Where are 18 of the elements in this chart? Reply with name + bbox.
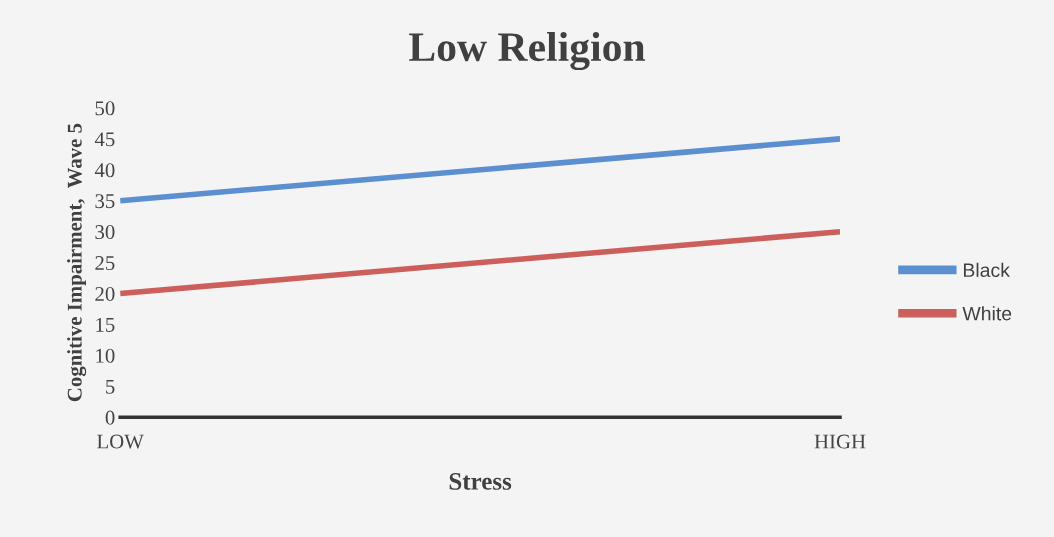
y-tick-label: 50 [95,101,115,116]
y-tick-label: 30 [95,225,115,240]
chart-title: Low Religion [409,31,646,71]
y-tick-label: 35 [95,194,115,209]
y-tick-label: 15 [96,317,115,332]
y-tick-label: 20 [95,286,115,301]
x-axis-title: Stress [449,473,512,490]
y-tick-label: 10 [96,348,115,363]
y-tick-label: 25 [95,256,115,271]
y-tick-label: 45 [94,132,115,147]
y-tick-label: 40 [94,163,115,178]
x-tick-label: HIGH [814,434,866,449]
legend-label: White [962,306,1012,321]
x-tick-label: LOW [97,434,144,449]
y-tick-label: 0 [105,410,115,425]
y-axis-title: Cognitive Impairment, Wave 5 [67,123,87,402]
y-tick-label: 5 [106,379,115,394]
legend-label: Black [963,262,1010,278]
